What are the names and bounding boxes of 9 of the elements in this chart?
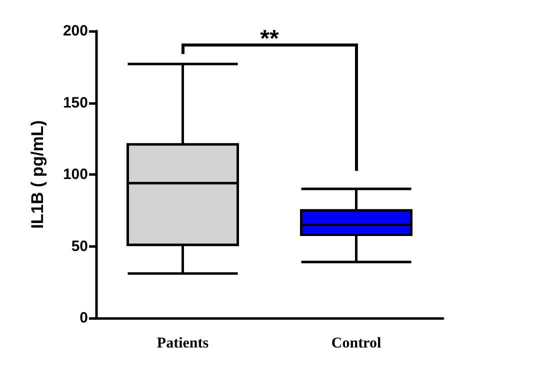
y-tick-label: 0 xyxy=(80,310,88,326)
y-axis-title: IL1B ( pg/mL) xyxy=(28,120,47,229)
annotation: ** xyxy=(260,26,280,52)
y-tick-label: 200 xyxy=(62,22,88,40)
y-tick-label: 50 xyxy=(71,238,88,255)
x-tick-label: Patients xyxy=(156,336,209,352)
y-tick-label: 150 xyxy=(62,94,88,112)
x-tick-label: Control xyxy=(331,336,382,352)
y-tick-label: 100 xyxy=(62,166,88,183)
